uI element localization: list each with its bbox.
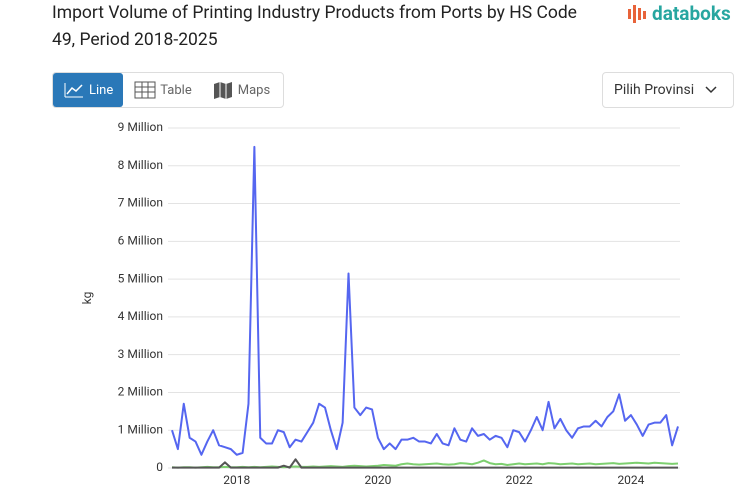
y-tick-label: 6 Million (118, 234, 163, 248)
dropdown-label: Pilih Provinsi (614, 82, 695, 98)
view-tabs: Line Table Maps (52, 72, 284, 108)
tab-label: Maps (237, 82, 271, 98)
brand-logo[interactable]: databoks (627, 2, 731, 25)
tab-label: Table (160, 82, 192, 98)
series-line (171, 459, 679, 469)
y-tick-label: 7 Million (118, 196, 163, 210)
y-tick-label: 5 Million (118, 271, 163, 285)
y-tick-label: 8 Million (118, 158, 163, 172)
chart-title: Import Volume of Printing Industry Produ… (52, 3, 577, 50)
province-dropdown[interactable]: Pilih Provinsi (602, 72, 734, 108)
chevron (705, 86, 717, 94)
y-tick-label: 0 (156, 460, 163, 474)
tab-table[interactable]: Table (123, 73, 201, 107)
x-tick-label: 2022 (506, 473, 533, 487)
y-tick-label: 9 Million (118, 120, 163, 134)
table-icon (134, 81, 156, 99)
map-icon (213, 82, 232, 99)
tab-label: Line (89, 82, 114, 98)
brand-name: databoks (652, 2, 731, 25)
y-tick-label: 4 Million (118, 309, 163, 323)
brand-icon (628, 4, 646, 23)
tab-maps[interactable]: Maps (202, 73, 280, 107)
line-icon (64, 83, 83, 98)
y-tick-label: 1 Million (118, 422, 163, 436)
y-axis-label: kg (80, 292, 94, 305)
y-tick-label: 2 Million (118, 385, 163, 399)
x-tick-label: 2018 (223, 473, 250, 487)
y-tick-label: 3 Million (118, 347, 163, 361)
tab-line[interactable]: Line (53, 73, 124, 107)
x-tick-label: 2024 (617, 473, 644, 487)
series-line (171, 145, 679, 456)
series-line (172, 458, 678, 469)
x-tick-label: 2020 (364, 473, 391, 487)
